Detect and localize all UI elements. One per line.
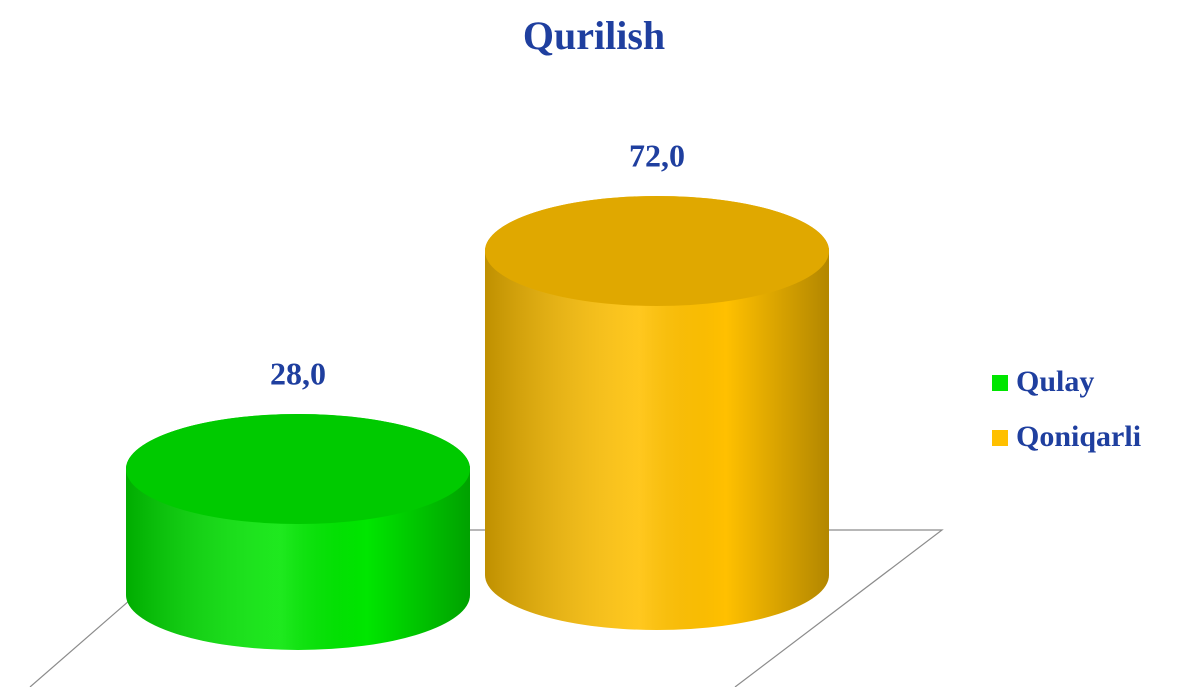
cylinder-top-shade — [126, 414, 470, 524]
chart-title: Qurilish — [523, 13, 665, 58]
cylinder-shade — [485, 196, 829, 630]
legend-label: Qoniqarli — [1016, 420, 1141, 453]
cylinder-top — [126, 414, 470, 524]
value-label: 28,0 — [270, 355, 326, 391]
legend-swatch — [992, 375, 1008, 391]
cylinder-top-shade — [485, 196, 829, 306]
cylinder-top — [485, 196, 829, 306]
legend-swatch — [992, 430, 1008, 446]
value-label: 72,0 — [629, 137, 685, 173]
legend-label: Qulay — [1016, 365, 1094, 398]
